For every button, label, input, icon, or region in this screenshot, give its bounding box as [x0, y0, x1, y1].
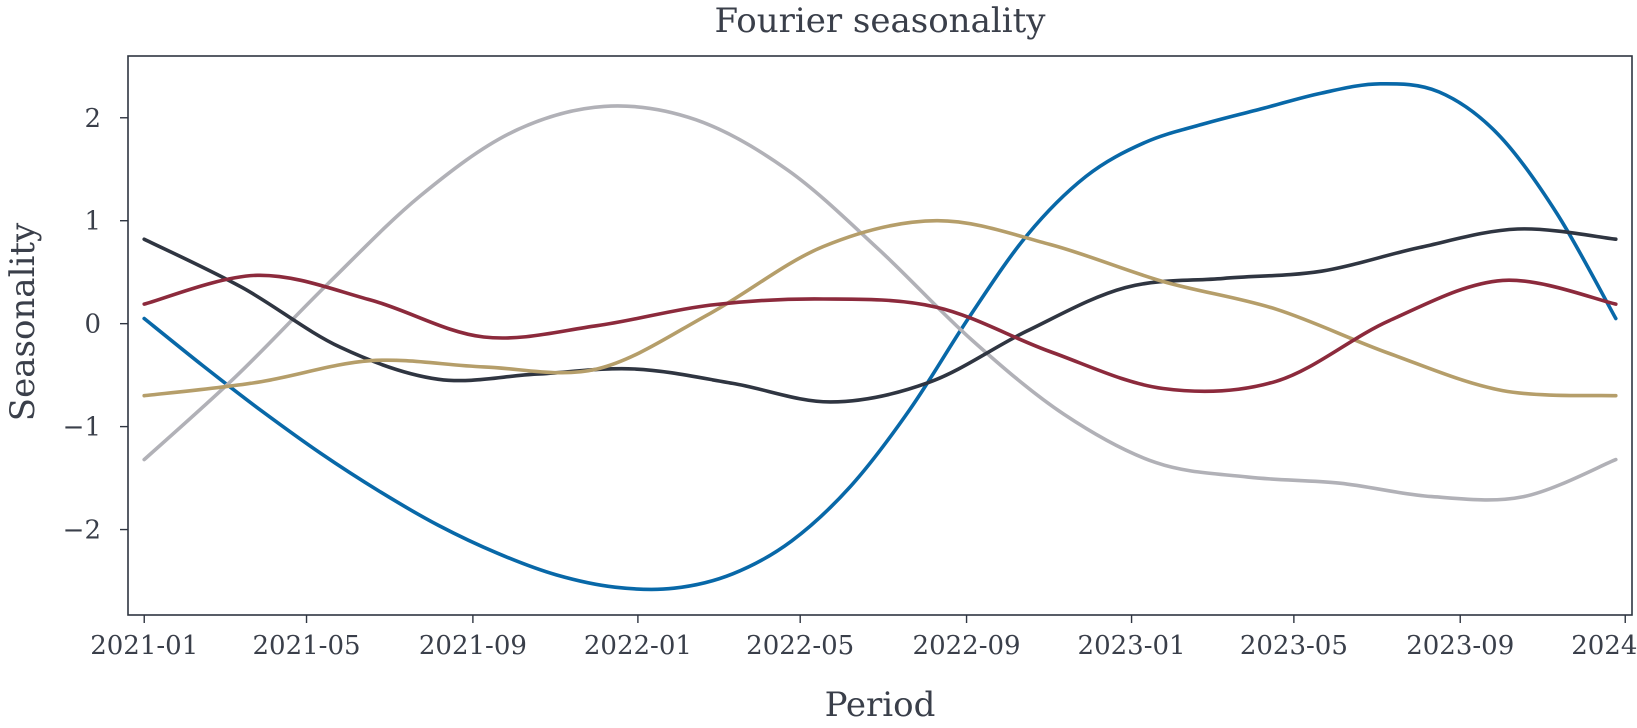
y-tick-label: −2 — [63, 516, 101, 546]
x-tick-label: 2022-05 — [746, 631, 854, 661]
series-layer — [142, 81, 1618, 592]
chart-title: Fourier seasonality — [715, 1, 1047, 41]
x-tick-label: 2022-09 — [913, 631, 1021, 661]
series-line-5 — [142, 273, 1618, 394]
x-tick-label: 2023-05 — [1240, 631, 1348, 661]
x-tick-label: 2024-01 — [1571, 631, 1637, 661]
series-line-2 — [142, 104, 1618, 502]
x-tick-label: 2023-01 — [1078, 631, 1186, 661]
series-line-1 — [142, 81, 1618, 592]
y-tick-label: 0 — [84, 310, 101, 340]
x-tick-label: 2021-09 — [419, 631, 527, 661]
x-tick-label: 2021-01 — [90, 631, 198, 661]
y-axis-label: Seasonality — [3, 222, 43, 421]
axes-layer: 2021-01 2021-05 2021-09 2022-01 2022-05 2022-… — [63, 104, 1637, 661]
y-tick-label: 2 — [84, 104, 101, 134]
series-line-4 — [142, 218, 1618, 398]
plot-frame — [127, 55, 1633, 616]
x-tick-label: 2023-09 — [1406, 631, 1514, 661]
y-tick-label: 1 — [84, 207, 101, 237]
series-line-3 — [142, 227, 1618, 404]
x-axis-label: Period — [825, 685, 936, 725]
y-tick-label: −1 — [63, 413, 101, 443]
x-tick-label: 2021-05 — [253, 631, 361, 661]
x-tick-label: 2022-01 — [584, 631, 692, 661]
